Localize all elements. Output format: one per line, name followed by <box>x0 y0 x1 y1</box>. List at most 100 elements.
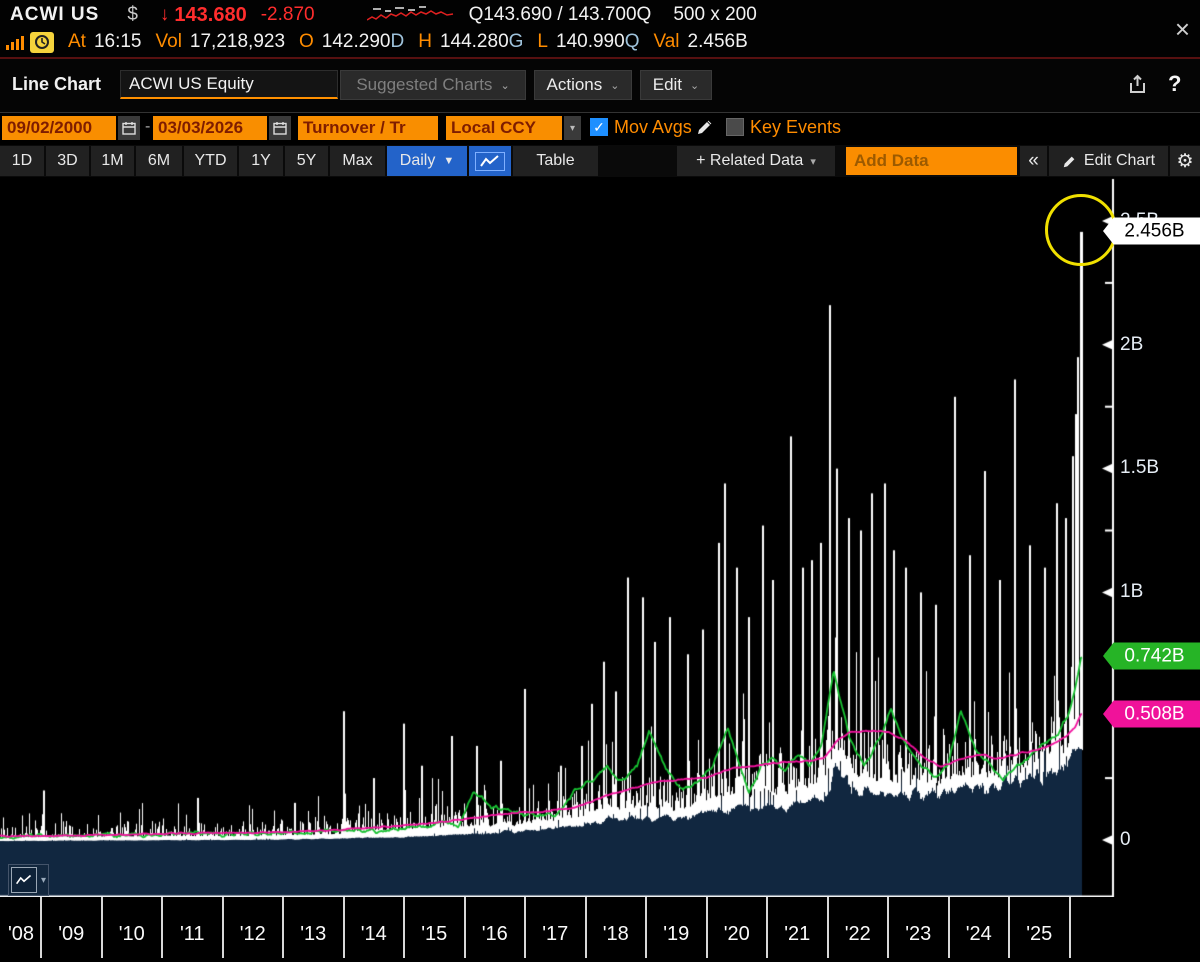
line-chart-icon <box>475 151 505 171</box>
edit-button[interactable]: Edit ⌄ <box>640 70 712 100</box>
x-axis-year-label: '15 <box>421 923 448 945</box>
end-date-input[interactable] <box>153 116 267 140</box>
x-axis-separator <box>403 897 405 958</box>
collapse-button[interactable]: « <box>1020 146 1047 176</box>
x-axis-separator <box>705 897 708 958</box>
calendar-icon[interactable] <box>118 116 140 140</box>
x-axis-year-label: '21 <box>784 923 811 945</box>
x-axis-separator <box>100 897 103 958</box>
open-value: 142.290 <box>321 31 391 52</box>
x-axis-separator <box>40 897 42 958</box>
chevron-down-icon: ⌄ <box>690 79 700 92</box>
x-axis-separator <box>221 897 224 958</box>
x-axis-band: '08 '09 '10 '11 '12 '13 '14 '15 '16 '17 '18 '19 '20 '… <box>0 897 1200 962</box>
key-events-label: Key Events <box>750 117 842 137</box>
chart-settings-gear-icon[interactable]: ⚙ <box>1170 146 1200 176</box>
chart-type-label: Line Chart <box>12 74 102 94</box>
add-data-input[interactable] <box>846 147 1017 175</box>
x-axis-separator <box>645 897 647 958</box>
market-status-clock-icon[interactable] <box>30 31 54 53</box>
tab-1m[interactable]: 1M <box>91 146 134 176</box>
value-traded: 2.456B <box>687 31 748 52</box>
x-axis-year-label: '09 <box>58 923 85 945</box>
x-axis-year-label: '25 <box>1026 923 1053 945</box>
currency-dropdown-button[interactable]: ▾ <box>564 116 581 140</box>
caret-down-icon: ▼ <box>443 155 455 167</box>
y-axis-label-0: 0 <box>1120 829 1131 850</box>
x-axis-separator <box>584 897 587 958</box>
price-change: -2.870 <box>260 4 315 25</box>
x-axis-separator <box>1008 897 1010 958</box>
tab-table[interactable]: Table <box>513 146 598 176</box>
chart-type-mini-button[interactable]: ▾ <box>8 864 50 896</box>
tab-5y[interactable]: 5Y <box>285 146 328 176</box>
mov-avgs-checkbox[interactable]: ✓ <box>590 118 608 136</box>
x-axis-year-label: '11 <box>179 923 205 945</box>
help-button[interactable]: ? <box>1168 71 1182 96</box>
caret-down-icon: ▾ <box>569 122 576 134</box>
edit-chart-button[interactable]: Edit Chart <box>1049 146 1168 176</box>
chevron-down-icon: ⌄ <box>610 79 620 92</box>
security-info-bar: ACWI US $ ↓ 143.680 -2.870 Q143.690 / 14… <box>0 0 1200 57</box>
chevron-down-icon: ⌄ <box>500 79 510 92</box>
divider <box>0 57 1200 59</box>
signal-bars-icon <box>6 34 24 50</box>
x-axis-separator <box>524 897 526 958</box>
vol-label: Vol <box>155 31 182 52</box>
security-input[interactable] <box>120 70 338 99</box>
currency-symbol: $ <box>127 4 138 25</box>
last-price: 143.680 <box>174 3 247 26</box>
actions-button[interactable]: Actions ⌄ <box>534 70 632 100</box>
x-axis-separator <box>887 897 889 958</box>
caret-down-icon[interactable]: ▾ <box>41 874 47 886</box>
start-date-input[interactable] <box>2 116 116 140</box>
low-label: L <box>537 31 548 52</box>
key-events-checkbox[interactable] <box>726 118 744 136</box>
y-axis-label-1-5b: 1.5B <box>1120 457 1160 478</box>
high-label: H <box>418 31 432 52</box>
x-axis-year-label: '23 <box>905 923 932 945</box>
chart-area: 2.5B 2B 1.5B 1B 0 2.456B 0.742B 0.508B ▾ <box>0 177 1200 897</box>
x-axis-year-label: '14 <box>360 923 387 945</box>
tab-3d[interactable]: 3D <box>46 146 89 176</box>
field-selector-input[interactable] <box>298 116 438 140</box>
share-icon[interactable] <box>1126 73 1150 102</box>
price-direction-icon: ↓ <box>159 4 170 25</box>
calendar-icon[interactable] <box>269 116 291 140</box>
mov-avgs-label: Mov Avgs <box>614 117 692 137</box>
mov-avg-long-badge: 0.508B <box>1103 700 1200 728</box>
pencil-icon <box>1063 156 1075 167</box>
x-axis-separator <box>826 897 829 958</box>
x-axis-year-label: '08 <box>7 923 35 945</box>
tab-1d[interactable]: 1D <box>0 146 44 176</box>
x-axis-year-label: '22 <box>844 923 871 945</box>
tab-1y[interactable]: 1Y <box>239 146 283 176</box>
open-exchange-code: D <box>390 31 405 52</box>
last-value-badge: 2.456B <box>1103 217 1200 245</box>
related-data-button[interactable]: + Related Data ▾ <box>677 146 835 176</box>
period-tabs-row: 1D 3D 1M 6M YTD 1Y 5Y Max Daily ▼ Table … <box>0 145 1200 177</box>
x-axis-year-label: '19 <box>663 923 690 945</box>
x-axis-separator <box>282 897 284 958</box>
frequency-dropdown[interactable]: Daily ▼ <box>387 146 467 176</box>
low-exchange-code: Q <box>624 31 640 52</box>
tab-6m[interactable]: 6M <box>136 146 182 176</box>
pencil-icon[interactable] <box>696 119 713 141</box>
tab-ytd[interactable]: YTD <box>184 146 237 176</box>
chart-toolbar: Line Chart Suggested Charts⌄ Actions⌄ Ed… <box>0 59 1200 113</box>
x-axis-separator <box>463 897 466 958</box>
x-axis-year-label: '13 <box>300 923 327 945</box>
intraday-sparkline <box>366 6 453 21</box>
volume-value: 17,218,923 <box>189 31 286 52</box>
currency-selector-input[interactable] <box>446 116 562 140</box>
chart-filters-row: - ▾ ✓ Mov Avgs Key Events <box>0 113 1200 145</box>
chart-style-button[interactable] <box>469 146 511 176</box>
suggested-charts-button[interactable]: Suggested Charts ⌄ <box>340 70 526 100</box>
close-icon[interactable]: × <box>1174 14 1190 44</box>
turnover-chart-canvas[interactable] <box>0 177 1200 897</box>
quote-time: 16:15 <box>93 31 142 52</box>
x-axis-separator <box>1068 897 1071 958</box>
tab-max[interactable]: Max <box>330 146 385 176</box>
x-axis-separator <box>947 897 950 958</box>
